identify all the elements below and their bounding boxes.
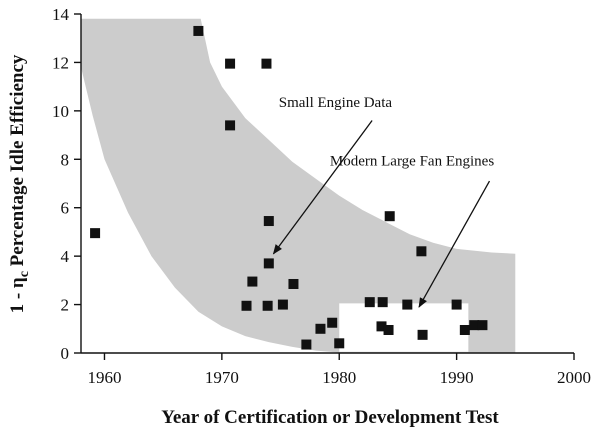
annotation-arrow	[272, 120, 373, 255]
data-point	[334, 338, 345, 349]
data-point	[383, 324, 394, 335]
annotation-label: Modern Large Fan Engines	[330, 153, 494, 169]
data-point	[225, 120, 236, 131]
data-point	[416, 246, 427, 257]
y-axis-title-prefix: 1 - η	[7, 277, 28, 313]
x-tick-label: 1970	[205, 368, 239, 387]
data-point	[90, 228, 101, 239]
y-axis-title: 1 - ηc Percentage Idle Efficiency	[7, 54, 32, 313]
data-point	[384, 211, 395, 222]
data-point	[469, 320, 480, 331]
data-point	[262, 300, 273, 311]
data-point	[376, 321, 387, 332]
x-axis-title: Year of Certification or Development Tes…	[161, 407, 499, 428]
large-fan-region	[339, 303, 469, 352]
y-tick-label: 6	[61, 199, 70, 218]
x-tick-label: 1990	[440, 368, 474, 387]
data-point	[364, 297, 375, 308]
data-point	[477, 320, 488, 331]
data-point	[417, 329, 428, 340]
y-axis-title-suffix: Percentage Idle Efficiency	[7, 54, 28, 271]
y-tick-label: 10	[52, 102, 69, 121]
y-tick-label: 8	[61, 150, 70, 169]
y-axis-title-subscript: c	[17, 271, 32, 277]
data-point	[377, 297, 388, 308]
envelope-band	[81, 18, 516, 353]
data-point	[261, 58, 272, 69]
x-tick-label: 1960	[87, 368, 121, 387]
y-tick-label: 14	[52, 5, 70, 24]
y-tick-label: 2	[61, 296, 70, 315]
data-point	[288, 278, 299, 289]
data-point	[277, 299, 288, 310]
data-point	[193, 25, 204, 36]
x-tick-label: 1980	[322, 368, 356, 387]
data-point	[315, 323, 326, 334]
data-point	[263, 216, 274, 227]
x-tick-label: 2000	[557, 368, 591, 387]
data-point	[451, 299, 462, 310]
data-point	[241, 300, 252, 311]
y-tick-label: 4	[61, 247, 70, 266]
data-point	[301, 339, 312, 350]
data-point	[402, 299, 413, 310]
annotation-arrow	[418, 180, 491, 308]
data-point	[263, 258, 274, 269]
annotation-label: Small Engine Data	[279, 95, 393, 111]
data-point	[459, 324, 470, 335]
y-tick-label: 0	[61, 344, 70, 363]
y-tick-label: 12	[52, 53, 69, 72]
data-point	[247, 276, 258, 287]
data-point	[225, 58, 236, 69]
data-point	[327, 317, 338, 328]
